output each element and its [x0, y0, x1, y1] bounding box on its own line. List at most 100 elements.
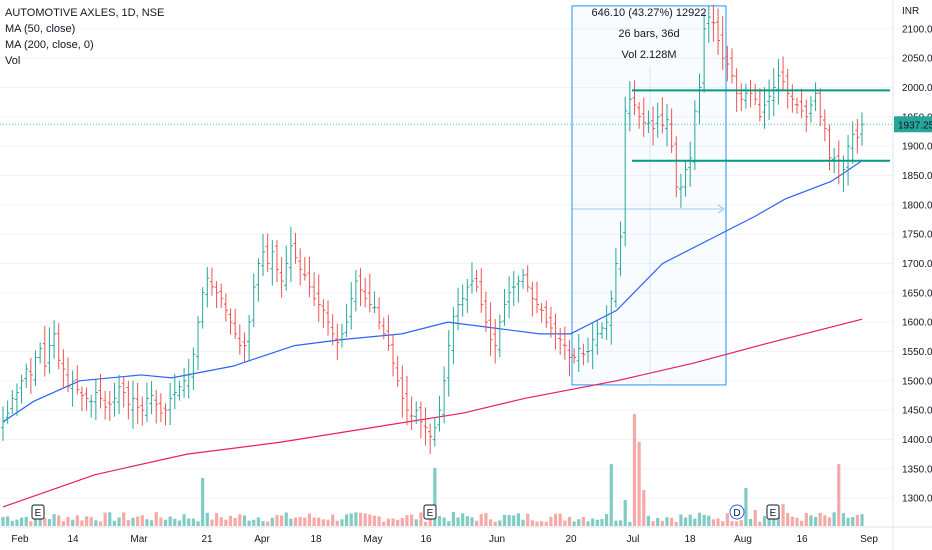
volume-bar	[163, 519, 168, 526]
time-tick-label: Apr	[254, 534, 270, 545]
ohlc-bar	[516, 275, 521, 303]
volume-bar	[10, 520, 14, 526]
volume-bar	[549, 516, 553, 526]
measure-label: 646.10 (43.27%) 12922	[592, 7, 707, 19]
volume-bar	[502, 514, 507, 526]
ohlc-bar	[590, 322, 595, 370]
earnings-badge[interactable]: E	[31, 504, 45, 520]
volume-bar	[809, 515, 813, 526]
volume-bar	[846, 517, 850, 526]
time-tick-label: Jun	[489, 534, 505, 545]
volume-bar	[581, 517, 586, 526]
volume-bar	[447, 521, 451, 526]
ohlc-bar	[655, 102, 660, 138]
ohlc-bar	[177, 380, 182, 401]
price-tick-label: 2000.00	[902, 83, 932, 94]
time-tick-label: 18	[310, 534, 322, 545]
ohlc-bar	[395, 355, 400, 387]
earnings-badge[interactable]: E	[423, 504, 437, 520]
ma50-line	[2, 160, 863, 423]
ohlc-bar	[827, 124, 832, 171]
volume-bar	[577, 519, 581, 526]
volume-bar	[173, 518, 177, 526]
ohlc-bar	[739, 83, 744, 112]
volume-bar	[618, 520, 623, 526]
ohlc-bar	[460, 284, 465, 317]
volume-bar	[428, 518, 432, 526]
volume-bar	[646, 515, 651, 526]
ohlc-bar	[688, 141, 693, 187]
volume-bar	[201, 478, 205, 526]
ohlc-bar	[813, 82, 818, 112]
volume-bar	[711, 519, 716, 526]
price-tick-label: 1900.00	[902, 142, 932, 153]
ohlc-bar	[274, 240, 279, 283]
ohlc-bar	[209, 267, 214, 296]
ohlc-bar	[530, 281, 535, 317]
volume-bar	[75, 515, 79, 526]
ohlc-bar	[353, 269, 358, 312]
dividend-badge[interactable]: D	[729, 504, 745, 520]
ohlc-bar	[743, 83, 748, 109]
volume-bar	[739, 520, 743, 526]
ohlc-bar	[808, 96, 813, 123]
volume-bar	[748, 518, 753, 526]
ohlc-bar	[79, 386, 84, 412]
volume-bar	[233, 517, 237, 526]
price-tick-label: 2100.00	[902, 24, 932, 35]
volume-bar	[433, 468, 437, 526]
volume-bar	[84, 516, 89, 526]
last-price-badge	[894, 116, 932, 133]
ohlc-bar	[567, 340, 572, 377]
volume-bar	[558, 513, 562, 526]
price-tick-label: 1350.00	[902, 464, 932, 475]
ohlc-bar	[586, 337, 591, 363]
volume-bar	[52, 514, 56, 526]
ohlc-bar	[126, 380, 131, 420]
volume-bar	[126, 520, 130, 526]
ohlc-bar	[10, 389, 15, 414]
volume-bar	[228, 515, 233, 526]
volume-bar	[261, 521, 265, 526]
ohlc-bar	[358, 267, 363, 307]
time-tick-label: 18	[684, 534, 696, 545]
volume-bar	[43, 517, 47, 526]
time-tick-label: Aug	[734, 534, 752, 545]
volume-bar	[266, 521, 270, 526]
volume-bar	[688, 514, 692, 526]
ohlc-bar	[697, 73, 702, 125]
ohlc-bar	[720, 16, 725, 70]
ohlc-bar	[261, 234, 266, 277]
ohlc-bar	[702, 12, 707, 93]
time-tick-label: 20	[565, 534, 577, 545]
ohlc-bar	[850, 121, 855, 164]
earnings-badge[interactable]: E	[766, 504, 780, 520]
ohlc-bar	[646, 110, 651, 134]
volume-bar	[117, 517, 121, 526]
ohlc-bar	[474, 269, 479, 292]
volume-bar	[753, 510, 757, 526]
ohlc-bar	[247, 314, 252, 361]
ohlc-bar	[790, 84, 795, 113]
price-tick-label: 1800.00	[902, 200, 932, 211]
ohlc-bar	[330, 314, 335, 346]
volume-bar	[632, 414, 637, 526]
ohlc-bar	[799, 88, 804, 119]
volume-bar	[651, 521, 655, 526]
volume-bar	[702, 514, 706, 526]
volume-bar	[29, 521, 33, 526]
ohlc-bar	[117, 374, 122, 414]
price-tick-label: 1550.00	[902, 347, 932, 358]
ohlc-bar	[651, 106, 656, 146]
ohlc-bar	[664, 103, 669, 147]
volume-bar	[423, 521, 428, 526]
ohlc-bar	[465, 279, 470, 313]
ohlc-bar	[344, 303, 349, 338]
volume-bar	[242, 515, 247, 526]
ohlc-bar	[19, 374, 24, 404]
price-tick-label: 2050.00	[902, 54, 932, 65]
volume-bar	[71, 519, 75, 526]
ohlc-bar	[511, 271, 516, 307]
measure-arrow-head	[717, 204, 725, 214]
